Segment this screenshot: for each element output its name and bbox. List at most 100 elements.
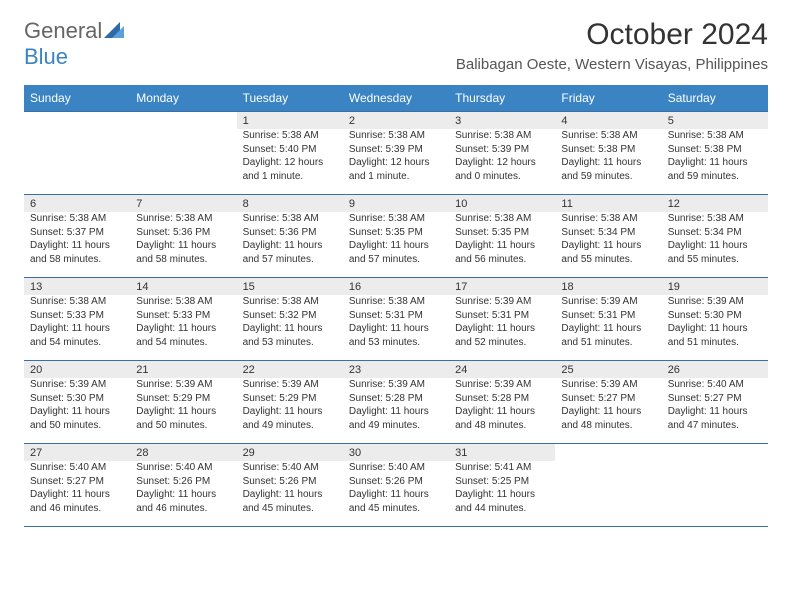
sunset-text: Sunset: 5:28 PM — [349, 392, 443, 406]
sunrise-text: Sunrise: 5:41 AM — [455, 461, 549, 475]
daylight-text: Daylight: 11 hours and 53 minutes. — [349, 322, 443, 349]
day-cell: 19Sunrise: 5:39 AMSunset: 5:30 PMDayligh… — [662, 278, 768, 360]
sunset-text: Sunset: 5:31 PM — [455, 309, 549, 323]
day-number: 19 — [662, 278, 768, 295]
sunset-text: Sunset: 5:39 PM — [455, 143, 549, 157]
day-number: 23 — [343, 361, 449, 378]
daylight-text: Daylight: 11 hours and 44 minutes. — [455, 488, 549, 515]
daylight-text: Daylight: 11 hours and 45 minutes. — [349, 488, 443, 515]
day-number: 30 — [343, 444, 449, 461]
sunrise-text: Sunrise: 5:38 AM — [349, 212, 443, 226]
week-row: 6Sunrise: 5:38 AMSunset: 5:37 PMDaylight… — [24, 194, 768, 277]
week-row: 27Sunrise: 5:40 AMSunset: 5:27 PMDayligh… — [24, 443, 768, 527]
day-number: 17 — [449, 278, 555, 295]
day-header-cell: Monday — [130, 85, 236, 111]
day-cell: 3Sunrise: 5:38 AMSunset: 5:39 PMDaylight… — [449, 112, 555, 194]
sunrise-text: Sunrise: 5:38 AM — [243, 129, 337, 143]
sunset-text: Sunset: 5:29 PM — [136, 392, 230, 406]
sunrise-text: Sunrise: 5:38 AM — [561, 129, 655, 143]
logo-sail-icon — [104, 18, 124, 44]
day-number: 14 — [130, 278, 236, 295]
day-detail: Sunrise: 5:40 AMSunset: 5:26 PMDaylight:… — [130, 461, 236, 519]
sunset-text: Sunset: 5:30 PM — [30, 392, 124, 406]
day-cell: 29Sunrise: 5:40 AMSunset: 5:26 PMDayligh… — [237, 444, 343, 526]
day-detail: Sunrise: 5:38 AMSunset: 5:35 PMDaylight:… — [343, 212, 449, 270]
title-block: October 2024 Balibagan Oeste, Western Vi… — [456, 18, 768, 73]
day-detail: Sunrise: 5:39 AMSunset: 5:29 PMDaylight:… — [130, 378, 236, 436]
day-detail: Sunrise: 5:39 AMSunset: 5:31 PMDaylight:… — [555, 295, 661, 353]
sunset-text: Sunset: 5:35 PM — [455, 226, 549, 240]
day-cell: 2Sunrise: 5:38 AMSunset: 5:39 PMDaylight… — [343, 112, 449, 194]
day-detail: Sunrise: 5:38 AMSunset: 5:34 PMDaylight:… — [662, 212, 768, 270]
day-number: 26 — [662, 361, 768, 378]
sunrise-text: Sunrise: 5:39 AM — [30, 378, 124, 392]
sunrise-text: Sunrise: 5:40 AM — [243, 461, 337, 475]
sunset-text: Sunset: 5:26 PM — [349, 475, 443, 489]
logo: General Blue — [24, 18, 124, 70]
daylight-text: Daylight: 11 hours and 55 minutes. — [561, 239, 655, 266]
day-number: 2 — [343, 112, 449, 129]
daylight-text: Daylight: 11 hours and 57 minutes. — [349, 239, 443, 266]
sunset-text: Sunset: 5:27 PM — [668, 392, 762, 406]
day-number: 20 — [24, 361, 130, 378]
sunset-text: Sunset: 5:36 PM — [136, 226, 230, 240]
sunset-text: Sunset: 5:34 PM — [668, 226, 762, 240]
sunrise-text: Sunrise: 5:39 AM — [243, 378, 337, 392]
sunset-text: Sunset: 5:29 PM — [243, 392, 337, 406]
sunset-text: Sunset: 5:28 PM — [455, 392, 549, 406]
day-detail: Sunrise: 5:40 AMSunset: 5:26 PMDaylight:… — [237, 461, 343, 519]
daylight-text: Daylight: 11 hours and 54 minutes. — [30, 322, 124, 349]
sunrise-text: Sunrise: 5:38 AM — [136, 212, 230, 226]
daylight-text: Daylight: 11 hours and 50 minutes. — [136, 405, 230, 432]
weeks-container: 1Sunrise: 5:38 AMSunset: 5:40 PMDaylight… — [24, 111, 768, 527]
day-detail: Sunrise: 5:38 AMSunset: 5:36 PMDaylight:… — [237, 212, 343, 270]
sunset-text: Sunset: 5:33 PM — [136, 309, 230, 323]
sunrise-text: Sunrise: 5:38 AM — [561, 212, 655, 226]
daylight-text: Daylight: 11 hours and 58 minutes. — [30, 239, 124, 266]
sunset-text: Sunset: 5:27 PM — [30, 475, 124, 489]
day-detail: Sunrise: 5:40 AMSunset: 5:27 PMDaylight:… — [24, 461, 130, 519]
sunrise-text: Sunrise: 5:39 AM — [455, 378, 549, 392]
sunset-text: Sunset: 5:37 PM — [30, 226, 124, 240]
daylight-text: Daylight: 11 hours and 47 minutes. — [668, 405, 762, 432]
day-number: 22 — [237, 361, 343, 378]
sunrise-text: Sunrise: 5:38 AM — [243, 295, 337, 309]
sunset-text: Sunset: 5:38 PM — [561, 143, 655, 157]
daylight-text: Daylight: 12 hours and 1 minute. — [349, 156, 443, 183]
day-number: 9 — [343, 195, 449, 212]
sunrise-text: Sunrise: 5:40 AM — [136, 461, 230, 475]
location: Balibagan Oeste, Western Visayas, Philip… — [456, 56, 768, 73]
sunset-text: Sunset: 5:40 PM — [243, 143, 337, 157]
sunset-text: Sunset: 5:38 PM — [668, 143, 762, 157]
day-detail: Sunrise: 5:38 AMSunset: 5:33 PMDaylight:… — [24, 295, 130, 353]
daylight-text: Daylight: 12 hours and 0 minutes. — [455, 156, 549, 183]
day-number: 10 — [449, 195, 555, 212]
day-detail: Sunrise: 5:38 AMSunset: 5:38 PMDaylight:… — [555, 129, 661, 187]
day-cell: 14Sunrise: 5:38 AMSunset: 5:33 PMDayligh… — [130, 278, 236, 360]
logo-text: General Blue — [24, 18, 124, 70]
day-detail: Sunrise: 5:38 AMSunset: 5:39 PMDaylight:… — [343, 129, 449, 187]
daylight-text: Daylight: 11 hours and 48 minutes. — [455, 405, 549, 432]
day-cell: 8Sunrise: 5:38 AMSunset: 5:36 PMDaylight… — [237, 195, 343, 277]
sunrise-text: Sunrise: 5:39 AM — [349, 378, 443, 392]
sunrise-text: Sunrise: 5:39 AM — [561, 295, 655, 309]
sunrise-text: Sunrise: 5:38 AM — [668, 129, 762, 143]
daylight-text: Daylight: 11 hours and 50 minutes. — [30, 405, 124, 432]
day-cell: 6Sunrise: 5:38 AMSunset: 5:37 PMDaylight… — [24, 195, 130, 277]
daylight-text: Daylight: 11 hours and 52 minutes. — [455, 322, 549, 349]
day-cell: 31Sunrise: 5:41 AMSunset: 5:25 PMDayligh… — [449, 444, 555, 526]
daylight-text: Daylight: 11 hours and 48 minutes. — [561, 405, 655, 432]
day-number: 1 — [237, 112, 343, 129]
day-detail: Sunrise: 5:38 AMSunset: 5:38 PMDaylight:… — [662, 129, 768, 187]
sunrise-text: Sunrise: 5:39 AM — [136, 378, 230, 392]
day-number: 5 — [662, 112, 768, 129]
day-cell: 25Sunrise: 5:39 AMSunset: 5:27 PMDayligh… — [555, 361, 661, 443]
sunrise-text: Sunrise: 5:38 AM — [30, 212, 124, 226]
daylight-text: Daylight: 11 hours and 46 minutes. — [30, 488, 124, 515]
day-number: 11 — [555, 195, 661, 212]
day-number: 27 — [24, 444, 130, 461]
week-row: 13Sunrise: 5:38 AMSunset: 5:33 PMDayligh… — [24, 277, 768, 360]
logo-part2: Blue — [24, 44, 68, 69]
day-cell: 9Sunrise: 5:38 AMSunset: 5:35 PMDaylight… — [343, 195, 449, 277]
day-cell: 26Sunrise: 5:40 AMSunset: 5:27 PMDayligh… — [662, 361, 768, 443]
